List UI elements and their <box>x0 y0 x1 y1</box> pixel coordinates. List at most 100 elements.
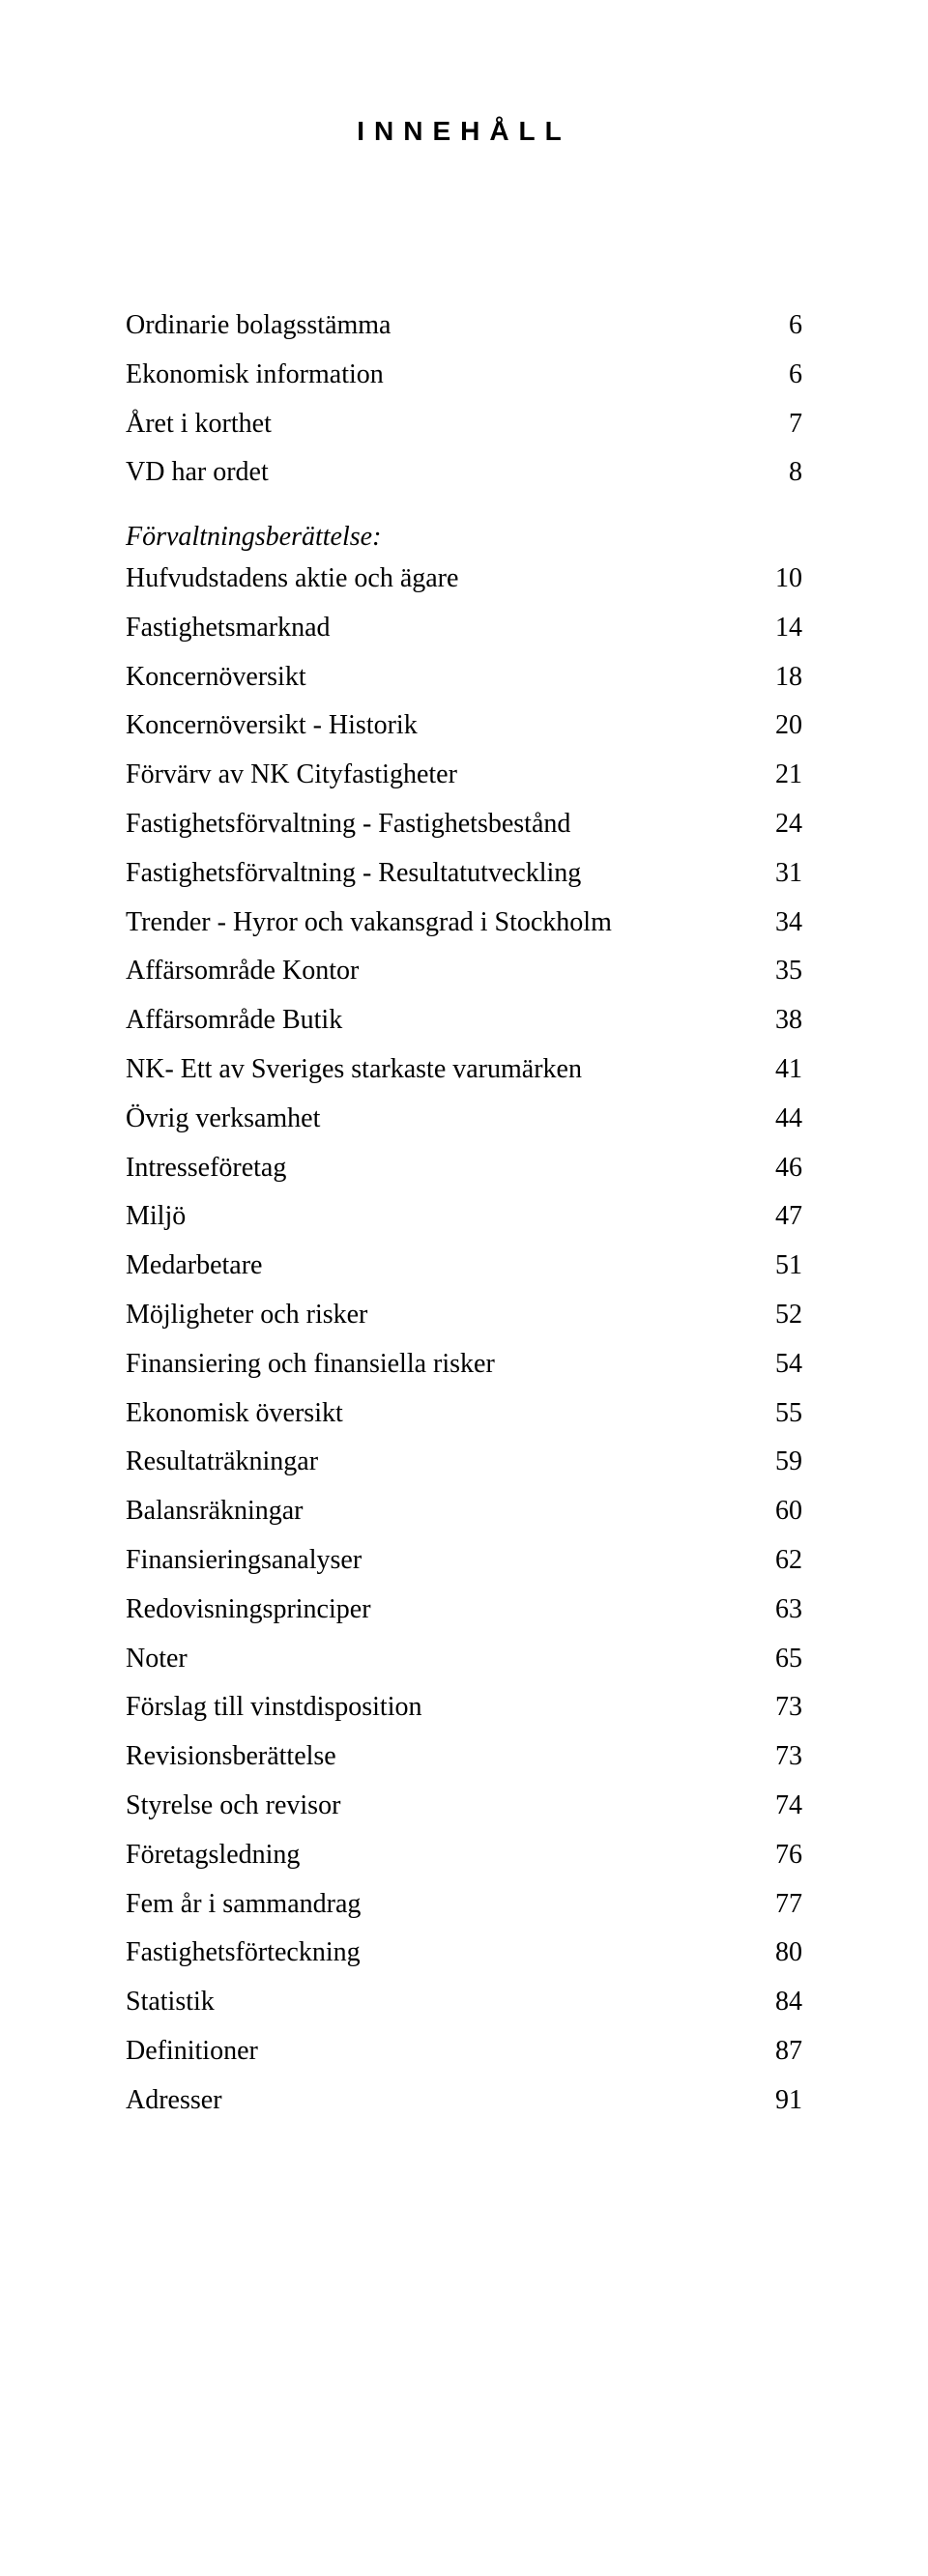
toc-row: Ordinarie bolagsstämma6 <box>126 311 802 341</box>
toc-page-number: 10 <box>744 564 802 594</box>
toc-label: Noter <box>126 1645 744 1674</box>
toc-row: Koncernöversikt18 <box>126 663 802 693</box>
toc-label: Resultaträkningar <box>126 1447 744 1477</box>
toc-label: Hufvudstadens aktie och ägare <box>126 564 744 594</box>
toc-row: VD har ordet8 <box>126 458 802 488</box>
toc-page-number: 46 <box>744 1154 802 1184</box>
toc-row: NK- Ett av Sveriges starkaste varumärken… <box>126 1055 802 1085</box>
toc-page-number: 76 <box>744 1841 802 1871</box>
toc-row: Styrelse och revisor74 <box>126 1791 802 1821</box>
toc-label: Trender - Hyror och vakansgrad i Stockho… <box>126 908 744 938</box>
toc-label: Fastighetsförteckning <box>126 1938 744 1968</box>
toc-row: Företagsledning76 <box>126 1841 802 1871</box>
toc-row: Balansräkningar60 <box>126 1497 802 1527</box>
toc-page-number: 21 <box>744 760 802 790</box>
toc-label: Definitioner <box>126 2037 744 2067</box>
toc-page-number: 18 <box>744 663 802 693</box>
toc-page-number: 60 <box>744 1497 802 1527</box>
toc-label: Affärsområde Kontor <box>126 957 744 987</box>
toc-row: Statistik84 <box>126 1988 802 2018</box>
toc-label: Intresseföretag <box>126 1154 744 1184</box>
toc-page-number: 38 <box>744 1006 802 1036</box>
toc-page-number: 41 <box>744 1055 802 1085</box>
toc-label: Förvärv av NK Cityfastigheter <box>126 760 744 790</box>
toc-row: Ekonomisk översikt55 <box>126 1399 802 1429</box>
toc-page-number: 34 <box>744 908 802 938</box>
toc-label: Finansiering och finansiella risker <box>126 1350 744 1380</box>
toc-row: Fem år i sammandrag77 <box>126 1890 802 1920</box>
toc-row: Förvärv av NK Cityfastigheter21 <box>126 760 802 790</box>
toc-row: Året i korthet7 <box>126 410 802 440</box>
toc-row: Affärsområde Kontor35 <box>126 957 802 987</box>
toc-row: Förslag till vinstdisposition73 <box>126 1693 802 1723</box>
toc-page-number: 7 <box>744 410 802 440</box>
toc-page-number: 73 <box>744 1693 802 1723</box>
toc-page-number: 87 <box>744 2037 802 2067</box>
toc-label: Koncernöversikt - Historik <box>126 711 744 741</box>
toc-row: Redovisningsprinciper63 <box>126 1595 802 1625</box>
toc-page-number: 62 <box>744 1546 802 1576</box>
toc-row: Miljö47 <box>126 1202 802 1232</box>
toc-page-number: 51 <box>744 1251 802 1281</box>
page-title: INNEHÅLL <box>126 116 802 147</box>
toc-label: Förslag till vinstdisposition <box>126 1693 744 1723</box>
toc-row: Definitioner87 <box>126 2037 802 2067</box>
toc-row: Fastighetsförvaltning - Fastighetsbestån… <box>126 810 802 840</box>
toc-row: Resultaträkningar59 <box>126 1447 802 1477</box>
toc-page-number: 35 <box>744 957 802 987</box>
toc-page-number: 54 <box>744 1350 802 1380</box>
toc-row: Ekonomisk information6 <box>126 360 802 390</box>
toc-row: Fastighetsförteckning80 <box>126 1938 802 1968</box>
toc-label: Medarbetare <box>126 1251 744 1281</box>
toc-label: Möjligheter och risker <box>126 1301 744 1331</box>
toc-row: Noter65 <box>126 1645 802 1674</box>
toc-label: Adresser <box>126 2086 744 2116</box>
toc-page-number: 8 <box>744 458 802 488</box>
toc-label: Finansieringsanalyser <box>126 1546 744 1576</box>
toc-label: Förvaltningsberättelse: <box>126 523 802 553</box>
toc-page-number: 80 <box>744 1938 802 1968</box>
toc-label: VD har ordet <box>126 458 744 488</box>
toc-page-number: 55 <box>744 1399 802 1429</box>
toc-label: NK- Ett av Sveriges starkaste varumärken <box>126 1055 744 1085</box>
toc-row: Fastighetsförvaltning - Resultatutveckli… <box>126 859 802 889</box>
toc-page-number: 44 <box>744 1104 802 1134</box>
toc-page-number: 84 <box>744 1988 802 2018</box>
toc-row: Hufvudstadens aktie och ägare10 <box>126 564 802 594</box>
toc-page-number: 52 <box>744 1301 802 1331</box>
toc-page-number: 47 <box>744 1202 802 1232</box>
toc-label: Miljö <box>126 1202 744 1232</box>
toc-label: Ordinarie bolagsstämma <box>126 311 744 341</box>
toc-row: Intresseföretag46 <box>126 1154 802 1184</box>
toc-page-number: 14 <box>744 614 802 644</box>
toc-page-number: 6 <box>744 360 802 390</box>
toc-page-number: 77 <box>744 1890 802 1920</box>
toc-page-number: 24 <box>744 810 802 840</box>
toc-row: Möjligheter och risker52 <box>126 1301 802 1331</box>
toc-row: Adresser91 <box>126 2086 802 2116</box>
toc-page-number: 74 <box>744 1791 802 1821</box>
toc-row: Revisionsberättelse73 <box>126 1742 802 1772</box>
toc-label: Styrelse och revisor <box>126 1791 744 1821</box>
toc-label: Revisionsberättelse <box>126 1742 744 1772</box>
toc-label: Fastighetsmarknad <box>126 614 744 644</box>
toc-row: Koncernöversikt - Historik20 <box>126 711 802 741</box>
toc-page-number: 63 <box>744 1595 802 1625</box>
toc-label: Övrig verksamhet <box>126 1104 744 1134</box>
toc-row: Finansiering och finansiella risker54 <box>126 1350 802 1380</box>
toc-page-number: 91 <box>744 2086 802 2116</box>
toc-label: Balansräkningar <box>126 1497 744 1527</box>
toc-row: Trender - Hyror och vakansgrad i Stockho… <box>126 908 802 938</box>
toc-row: Medarbetare51 <box>126 1251 802 1281</box>
toc-label: Fem år i sammandrag <box>126 1890 744 1920</box>
toc-label: Koncernöversikt <box>126 663 744 693</box>
toc-label: Fastighetsförvaltning - Resultatutveckli… <box>126 859 744 889</box>
toc-label: Affärsområde Butik <box>126 1006 744 1036</box>
toc-label: Ekonomisk översikt <box>126 1399 744 1429</box>
toc-page-number: 6 <box>744 311 802 341</box>
toc-row: Finansieringsanalyser62 <box>126 1546 802 1576</box>
toc-page-number: 73 <box>744 1742 802 1772</box>
toc-label: Statistik <box>126 1988 744 2018</box>
toc-label: Året i korthet <box>126 410 744 440</box>
toc-label: Fastighetsförvaltning - Fastighetsbestån… <box>126 810 744 840</box>
